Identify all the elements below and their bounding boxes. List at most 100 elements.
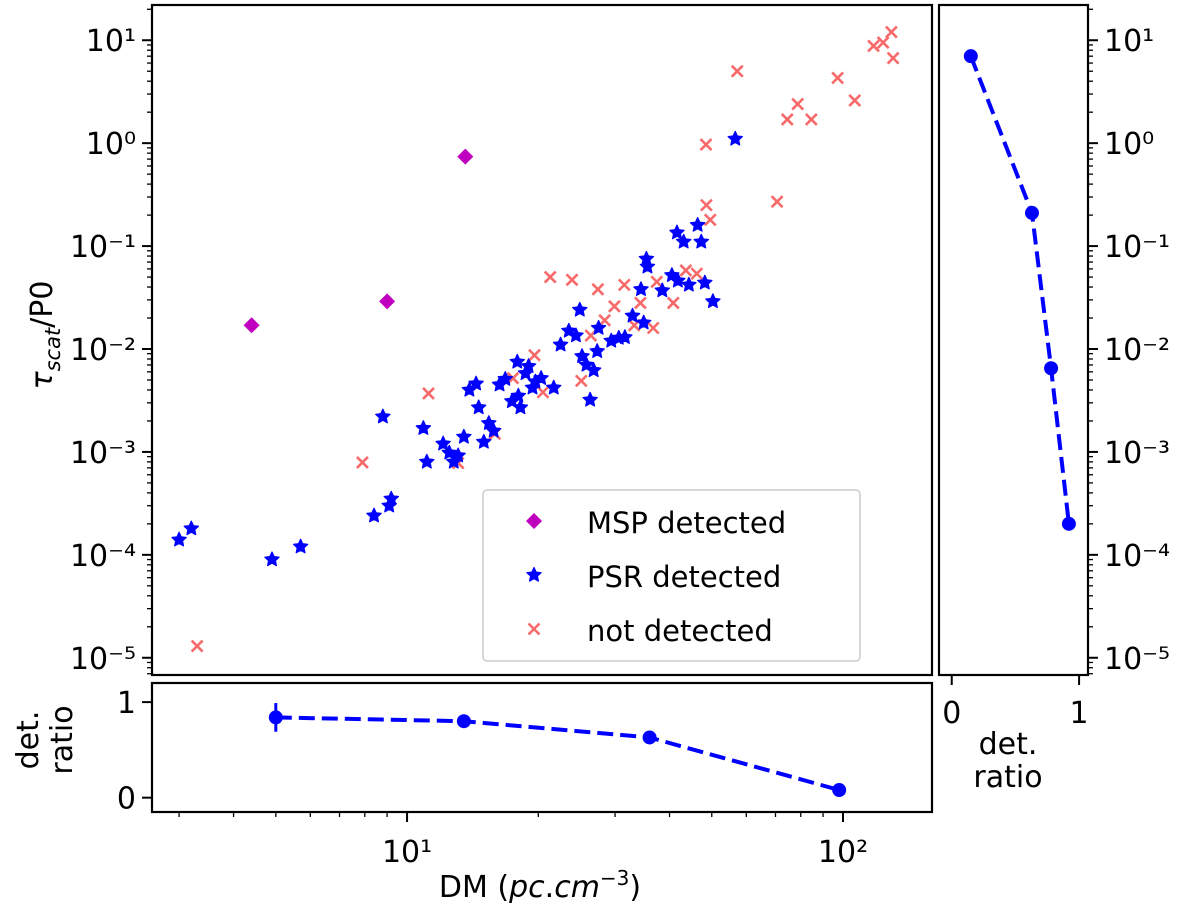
right-xlabel-line1: det. [979, 727, 1038, 762]
legend-marker-msp [526, 513, 542, 529]
point-not-detected [679, 264, 693, 277]
bottom-y-tick-label: 0 [117, 782, 136, 817]
y-title-tau: τ [25, 370, 60, 389]
right-y-tick-label: 10⁻⁵ [1104, 642, 1170, 677]
bottom-ratio-point [268, 710, 283, 725]
legend-box [482, 489, 861, 662]
point-psr [520, 358, 537, 373]
right-ratio-point [963, 49, 978, 64]
point-psr [727, 130, 743, 146]
y-tick-label: 10⁻⁵ [70, 642, 136, 677]
point-psr [693, 233, 709, 249]
point-psr [435, 435, 451, 451]
y-tick-label: 10¹ [86, 24, 136, 59]
right-y-tick-label: 10⁰ [1104, 127, 1154, 162]
point-msp [457, 148, 474, 165]
point-not-detected [355, 456, 369, 469]
right-ratio-point [1061, 516, 1076, 531]
legend-marker-psr [526, 566, 542, 582]
point-not-detected [536, 385, 550, 399]
point-psr [582, 391, 598, 407]
right-y-tick-label: 10⁻³ [1104, 436, 1170, 471]
point-not-detected [608, 299, 621, 313]
point-not-detected [791, 97, 805, 111]
y-tick-label: 10⁻⁴ [70, 539, 136, 574]
right-y-tick-label: 10¹ [1104, 24, 1154, 59]
point-not-detected [646, 321, 660, 335]
main-y-axis-title: τscat/P0 [25, 281, 65, 390]
point-psr [509, 353, 526, 369]
main-frame [150, 3, 934, 677]
point-psr [617, 329, 633, 344]
point-psr [689, 216, 706, 232]
point-not-detected [699, 138, 713, 151]
point-psr [654, 282, 671, 298]
point-psr [292, 538, 309, 554]
point-psr [512, 399, 529, 415]
point-psr [552, 336, 569, 352]
point-psr [468, 375, 484, 391]
bottom-ratio-point [832, 783, 847, 798]
y-tick-label: 10⁰ [86, 127, 136, 162]
svg-text:τscat/P0: τscat/P0 [25, 281, 65, 390]
point-psr [589, 343, 605, 358]
point-not-detected [699, 198, 713, 212]
y-title-subscript: scat [41, 327, 65, 371]
point-psr [590, 319, 607, 335]
point-not-detected [190, 639, 204, 653]
point-not-detected [528, 348, 541, 362]
point-psr [497, 371, 514, 386]
legend-marker-symbol [526, 513, 542, 529]
legend-marker-symbol [527, 622, 541, 636]
point-not-detected [543, 270, 557, 284]
point-psr [572, 301, 588, 317]
point-psr [635, 314, 652, 330]
bottom-ratio-point [642, 730, 657, 745]
point-not-detected [650, 275, 664, 289]
point-psr [171, 531, 187, 547]
point-msp [243, 317, 260, 334]
legend-label-psr: PSR detected [587, 560, 781, 594]
point-not-detected [886, 51, 900, 65]
point-not-detected [690, 267, 704, 281]
main-scatter-panel: 10¹ 10⁰ 10⁻¹ 10⁻² 10⁻³ 10⁻⁴ 10⁻⁵ [70, 3, 934, 677]
point-psr [450, 447, 466, 463]
bottom-ratio-panel: 1 0 10¹ 10² [117, 681, 934, 870]
bottom-y-axis-title: det. ratio [11, 705, 80, 774]
bottom-ratio-point [456, 714, 471, 729]
bottom-frame [150, 681, 934, 814]
y-tick-label: 10⁻³ [70, 436, 136, 471]
point-not-detected [574, 374, 588, 388]
point-psr [624, 307, 641, 323]
point-msp [379, 293, 396, 310]
y-tick-label: 10⁻¹ [70, 230, 136, 265]
point-psr [375, 408, 391, 424]
point-psr [383, 490, 399, 506]
bottom-ylabel-line1: det. [11, 711, 46, 770]
point-not-detected [703, 213, 717, 227]
point-psr [697, 274, 713, 290]
point-psr [476, 433, 492, 449]
point-psr [419, 453, 435, 469]
point-psr [183, 520, 200, 536]
point-psr [670, 272, 686, 288]
right-ratio-point [1044, 361, 1059, 376]
bottom-y-tick-label: 1 [117, 686, 136, 721]
point-not-detected [831, 71, 845, 85]
point-not-detected [598, 313, 612, 327]
point-not-detected [730, 64, 744, 78]
point-not-detected [848, 94, 862, 107]
point-psr [639, 258, 656, 274]
right-xlabel-line2: ratio [973, 760, 1042, 795]
point-psr [675, 233, 692, 249]
point-psr [568, 327, 584, 343]
right-y-tick-label: 10⁻¹ [1104, 230, 1170, 265]
legend: MSP detected PSR detected not detected [482, 489, 861, 662]
right-x-tick-label: 0 [942, 696, 961, 731]
point-not-detected [780, 113, 794, 126]
point-not-detected [617, 278, 631, 292]
x-axis-title: DM (pc.cm−3) [439, 866, 641, 905]
point-not-detected [770, 195, 784, 209]
point-psr [470, 399, 487, 415]
